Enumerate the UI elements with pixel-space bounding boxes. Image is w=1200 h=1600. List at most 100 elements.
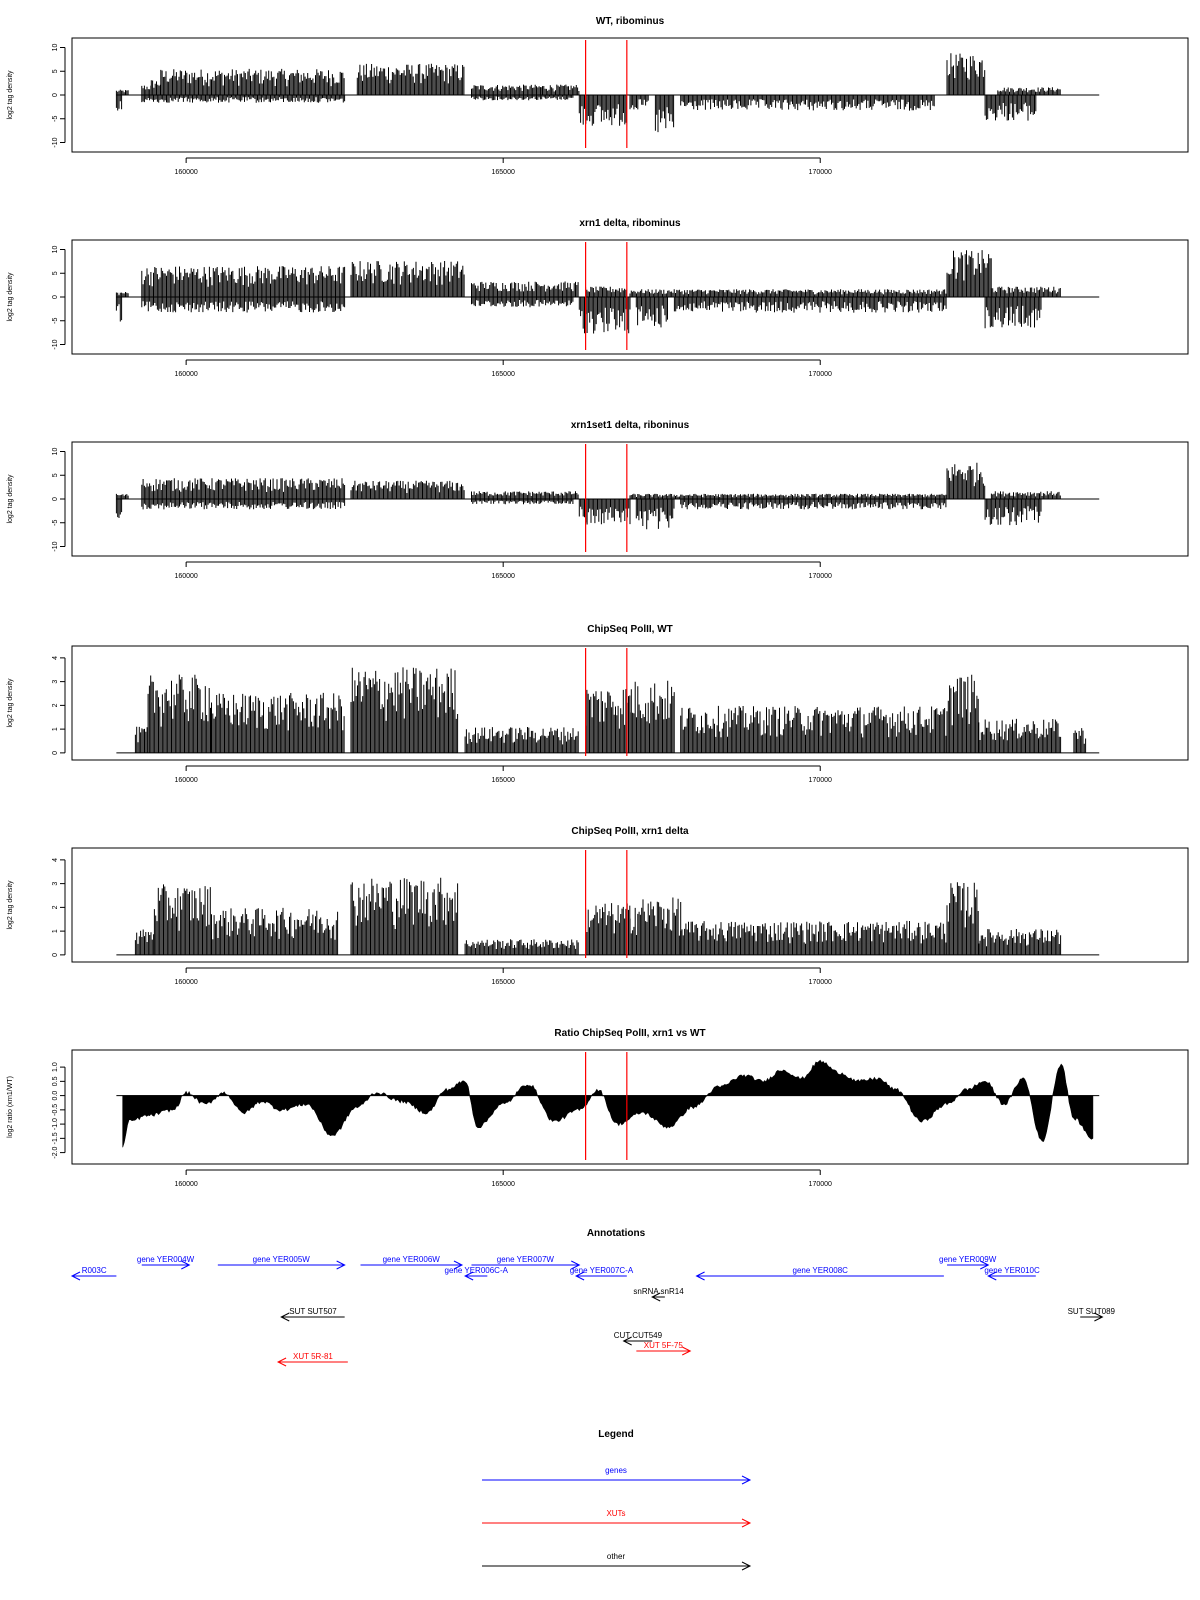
tag-density-bars [141,499,346,510]
data-series [115,250,1061,334]
tag-density-bars [141,478,346,499]
tag-density-bars [635,499,675,530]
feature-label: gene YER007C-A [570,1266,634,1275]
ratio-area [122,1059,1094,1148]
tag-density-bars [984,95,1037,121]
feature-arrowhead [1094,1312,1104,1322]
feature-arrowhead [741,1518,752,1528]
x-axis: 160000 165000 170000 [174,967,832,986]
tag-density-bars [585,903,631,955]
tag-density-bars [141,297,346,313]
tag-density-bars [984,499,1042,526]
y-tick-label: 10 [52,246,59,254]
tag-density-bars [673,297,947,313]
y-tick-label: 2 [52,703,59,707]
tag-density-bars [978,718,1062,753]
tag-density-bars [997,87,1061,95]
legend-item-other [482,1561,752,1571]
tag-density-bars [471,499,574,505]
feature-xut-5f-75 [636,1346,692,1356]
x-tick-label: 165000 [492,1181,515,1188]
x-tick-label: 160000 [174,169,197,176]
y-tick-label: 4 [52,858,59,862]
tag-density-bars [115,297,123,322]
tag-density-bars [680,705,947,753]
x-tick-label: 170000 [809,777,832,784]
panel-5: ChipSeq PolII, xrn1 delta 0 1 2 3 4 log2 tag d… [7,826,1189,986]
y-tick-label: 0 [52,751,59,755]
feature-label: CUT CUT549 [614,1331,663,1340]
feature-r003c [70,1271,117,1281]
tag-density-bars [464,727,579,753]
feature-label: gene YER005W [253,1255,311,1264]
y-axis-label: log2 tag density [7,272,14,322]
tag-density-bars [115,493,129,499]
feature-arrowhead [741,1561,752,1571]
x-tick-label: 165000 [492,169,515,176]
tag-density-bars [160,68,345,95]
y-tick-label: 0.0 [52,1091,59,1101]
legend-item-label: genes [605,1466,627,1475]
legend-item-xuts [482,1518,752,1528]
y-axis: -10 -5 0 5 10 [52,246,66,350]
tag-density-bars [1073,728,1087,753]
y-axis: 0 1 2 3 4 [52,858,66,957]
feature-label: gene YER006W [383,1255,441,1264]
y-tick-label: 0 [52,953,59,957]
y-tick-label: -10 [52,137,59,147]
annotations-panel: Annotations R003C gene YER004W gene YER005W… [70,1228,1116,1367]
feature-gene-yer009w [947,1260,990,1270]
tag-density-bars [115,499,123,518]
y-tick-label: 10 [52,448,59,456]
tag-density-bars [946,53,986,95]
y-tick-label: -5 [52,318,59,324]
feature-gene-yer010c [987,1271,1036,1281]
feature-arrowhead [280,1312,290,1322]
feature-xut-5r-81 [276,1357,348,1367]
feature-arrowhead [682,1346,692,1356]
x-tick-label: 165000 [492,573,515,580]
feature-label: R003C [82,1266,107,1275]
y-axis-label: log2 tag density [7,880,14,930]
tag-density-bars [578,499,631,525]
x-tick-label: 170000 [809,1181,832,1188]
feature-label: SUT SUT507 [289,1307,337,1316]
plot-frame [71,847,1189,963]
plot-frame [71,645,1189,761]
y-tick-label: 5 [52,69,59,73]
tag-density-bars [629,897,682,955]
panel-title: xrn1 delta, ribominus [579,218,681,229]
tag-density-bars [946,250,992,297]
tag-density-bars [350,667,459,753]
tag-density-bars [946,674,979,753]
y-axis-label: log2 tag density [7,678,14,728]
y-tick-label: 5 [52,473,59,477]
tag-density-bars [680,920,947,955]
y-axis: 0 1 2 3 4 [52,656,66,755]
tag-density-bars [946,882,979,955]
x-axis: 160000 165000 170000 [174,359,832,378]
feature-arrowhead [987,1271,997,1281]
y-tick-label: 3 [52,680,59,684]
tag-density-bars [946,462,986,499]
tag-density-bars [350,261,465,297]
tag-density-bars [654,95,675,133]
plot-frame [71,239,1189,355]
tag-density-bars [990,286,1061,297]
y-tick-label: -10 [52,339,59,349]
y-tick-label: -2.0 [52,1146,59,1158]
feature-label: gene YER010C [984,1266,1040,1275]
y-tick-label: 2 [52,905,59,909]
plot-frame [71,1049,1189,1165]
tag-density-bars [635,297,668,328]
x-tick-label: 160000 [174,777,197,784]
feature-arrowhead [70,1271,81,1281]
tag-density-bars [978,929,1062,955]
tag-density-bars [471,95,574,101]
tag-density-bars [134,726,148,753]
tag-density-bars [471,281,579,297]
y-axis-label: log2 tag density [7,474,14,524]
tag-density-bars [141,266,346,297]
y-tick-label: -1.5 [52,1132,59,1144]
tag-density-bars [629,289,947,297]
